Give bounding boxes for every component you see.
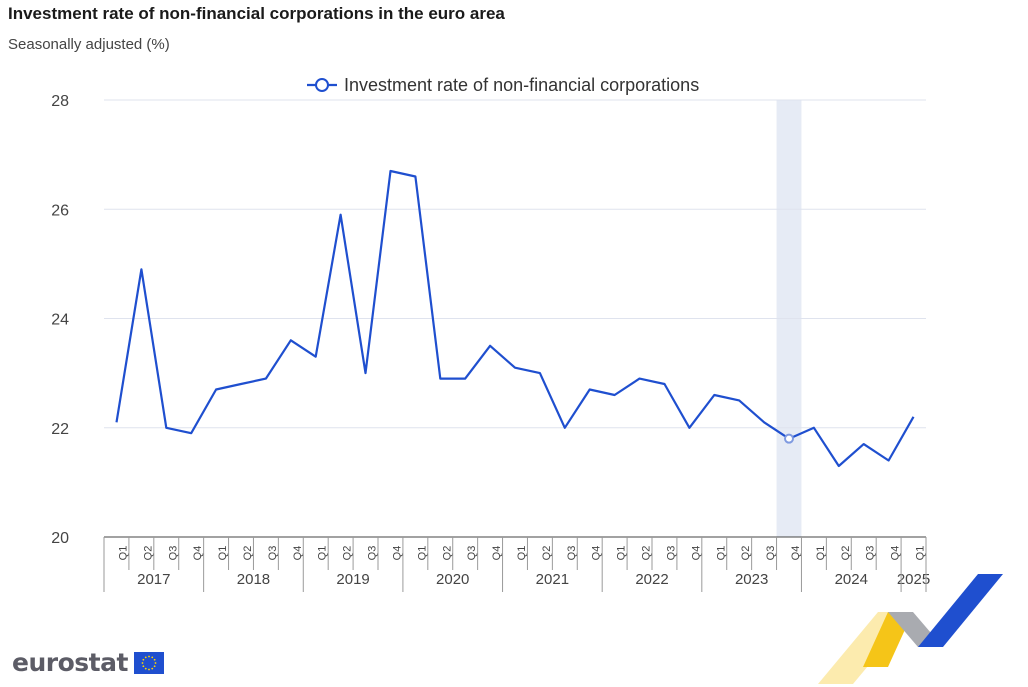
x-quarter-label: Q2 xyxy=(142,546,154,561)
decorative-ribbon-icon xyxy=(818,574,1003,684)
data-point-marker xyxy=(784,433,794,444)
x-quarter-label: Q3 xyxy=(765,546,777,561)
series-line xyxy=(115,169,915,468)
x-quarter-label: Q1 xyxy=(915,546,927,561)
flag-star-icon xyxy=(144,655,147,658)
x-year-label: 2020 xyxy=(436,571,469,588)
eu-flag-icon xyxy=(133,651,164,674)
x-quarter-label: Q4 xyxy=(292,546,304,561)
x-quarter-label: Q3 xyxy=(466,546,478,561)
flag-star-icon xyxy=(153,664,156,667)
x-year-label: 2024 xyxy=(835,571,868,588)
legend-marker-icon xyxy=(315,78,329,92)
x-year-label: 2025 xyxy=(897,571,930,588)
x-quarter-label: Q4 xyxy=(491,546,503,561)
x-quarter-label: Q2 xyxy=(342,546,354,561)
x-quarter-label: Q1 xyxy=(516,546,528,561)
x-quarter-label: Q2 xyxy=(740,546,752,561)
x-quarter-label: Q2 xyxy=(541,546,553,561)
x-quarter-label: Q4 xyxy=(591,546,603,561)
flag-star-icon xyxy=(151,667,154,670)
x-quarter-label: Q1 xyxy=(217,546,229,561)
y-tick-label: 22 xyxy=(51,421,69,438)
y-tick-label: 28 xyxy=(51,93,69,110)
x-quarter-label: Q1 xyxy=(815,546,827,561)
flag-star-icon xyxy=(148,668,150,670)
x-quarter-label: Q3 xyxy=(267,546,279,561)
flag-star-icon xyxy=(144,667,147,670)
x-year-label: 2022 xyxy=(635,571,668,588)
x-quarter-label: Q1 xyxy=(416,546,428,561)
eurostat-logo: eurostat xyxy=(12,648,164,677)
logo-text: eurostat xyxy=(12,648,128,677)
x-year-label: 2017 xyxy=(137,571,170,588)
flag-star-icon xyxy=(148,655,150,657)
x-quarter-label: Q3 xyxy=(665,546,677,561)
x-year-label: 2018 xyxy=(237,571,270,588)
x-quarter-label: Q3 xyxy=(167,546,179,561)
flag-star-icon xyxy=(153,658,156,661)
x-quarter-label: Q2 xyxy=(441,546,453,561)
flag-star-icon xyxy=(154,661,157,664)
x-quarter-label: Q3 xyxy=(367,546,379,561)
x-year-label: 2019 xyxy=(336,571,369,588)
y-tick-label: 24 xyxy=(51,312,69,329)
x-quarter-label: Q1 xyxy=(616,546,628,561)
flag-star-icon xyxy=(151,655,154,658)
x-quarter-label: Q2 xyxy=(840,546,852,561)
flag-star-icon xyxy=(141,661,144,664)
x-quarter-label: Q1 xyxy=(117,546,129,561)
x-quarter-label: Q2 xyxy=(641,546,653,561)
x-quarter-label: Q1 xyxy=(715,546,727,561)
x-quarter-label: Q1 xyxy=(317,546,329,561)
x-year-label: 2021 xyxy=(536,571,569,588)
y-tick-label: 20 xyxy=(51,530,69,547)
flag-star-icon xyxy=(142,658,145,661)
x-quarter-label: Q3 xyxy=(566,546,578,561)
y-tick-label: 26 xyxy=(51,202,69,219)
x-quarter-label: Q4 xyxy=(192,546,204,561)
x-quarter-label: Q4 xyxy=(690,546,702,561)
chart-title: Investment rate of non-financial corpora… xyxy=(8,4,505,23)
x-quarter-label: Q4 xyxy=(391,546,403,561)
x-quarter-label: Q4 xyxy=(790,546,802,561)
x-quarter-label: Q3 xyxy=(865,546,877,561)
x-year-label: 2023 xyxy=(735,571,768,588)
legend-label: Investment rate of non-financial corpora… xyxy=(344,75,699,95)
flag-star-icon xyxy=(142,664,145,667)
x-quarter-label: Q4 xyxy=(890,546,902,561)
chart-subtitle: Seasonally adjusted (%) xyxy=(8,36,170,53)
x-quarter-label: Q2 xyxy=(242,546,254,561)
